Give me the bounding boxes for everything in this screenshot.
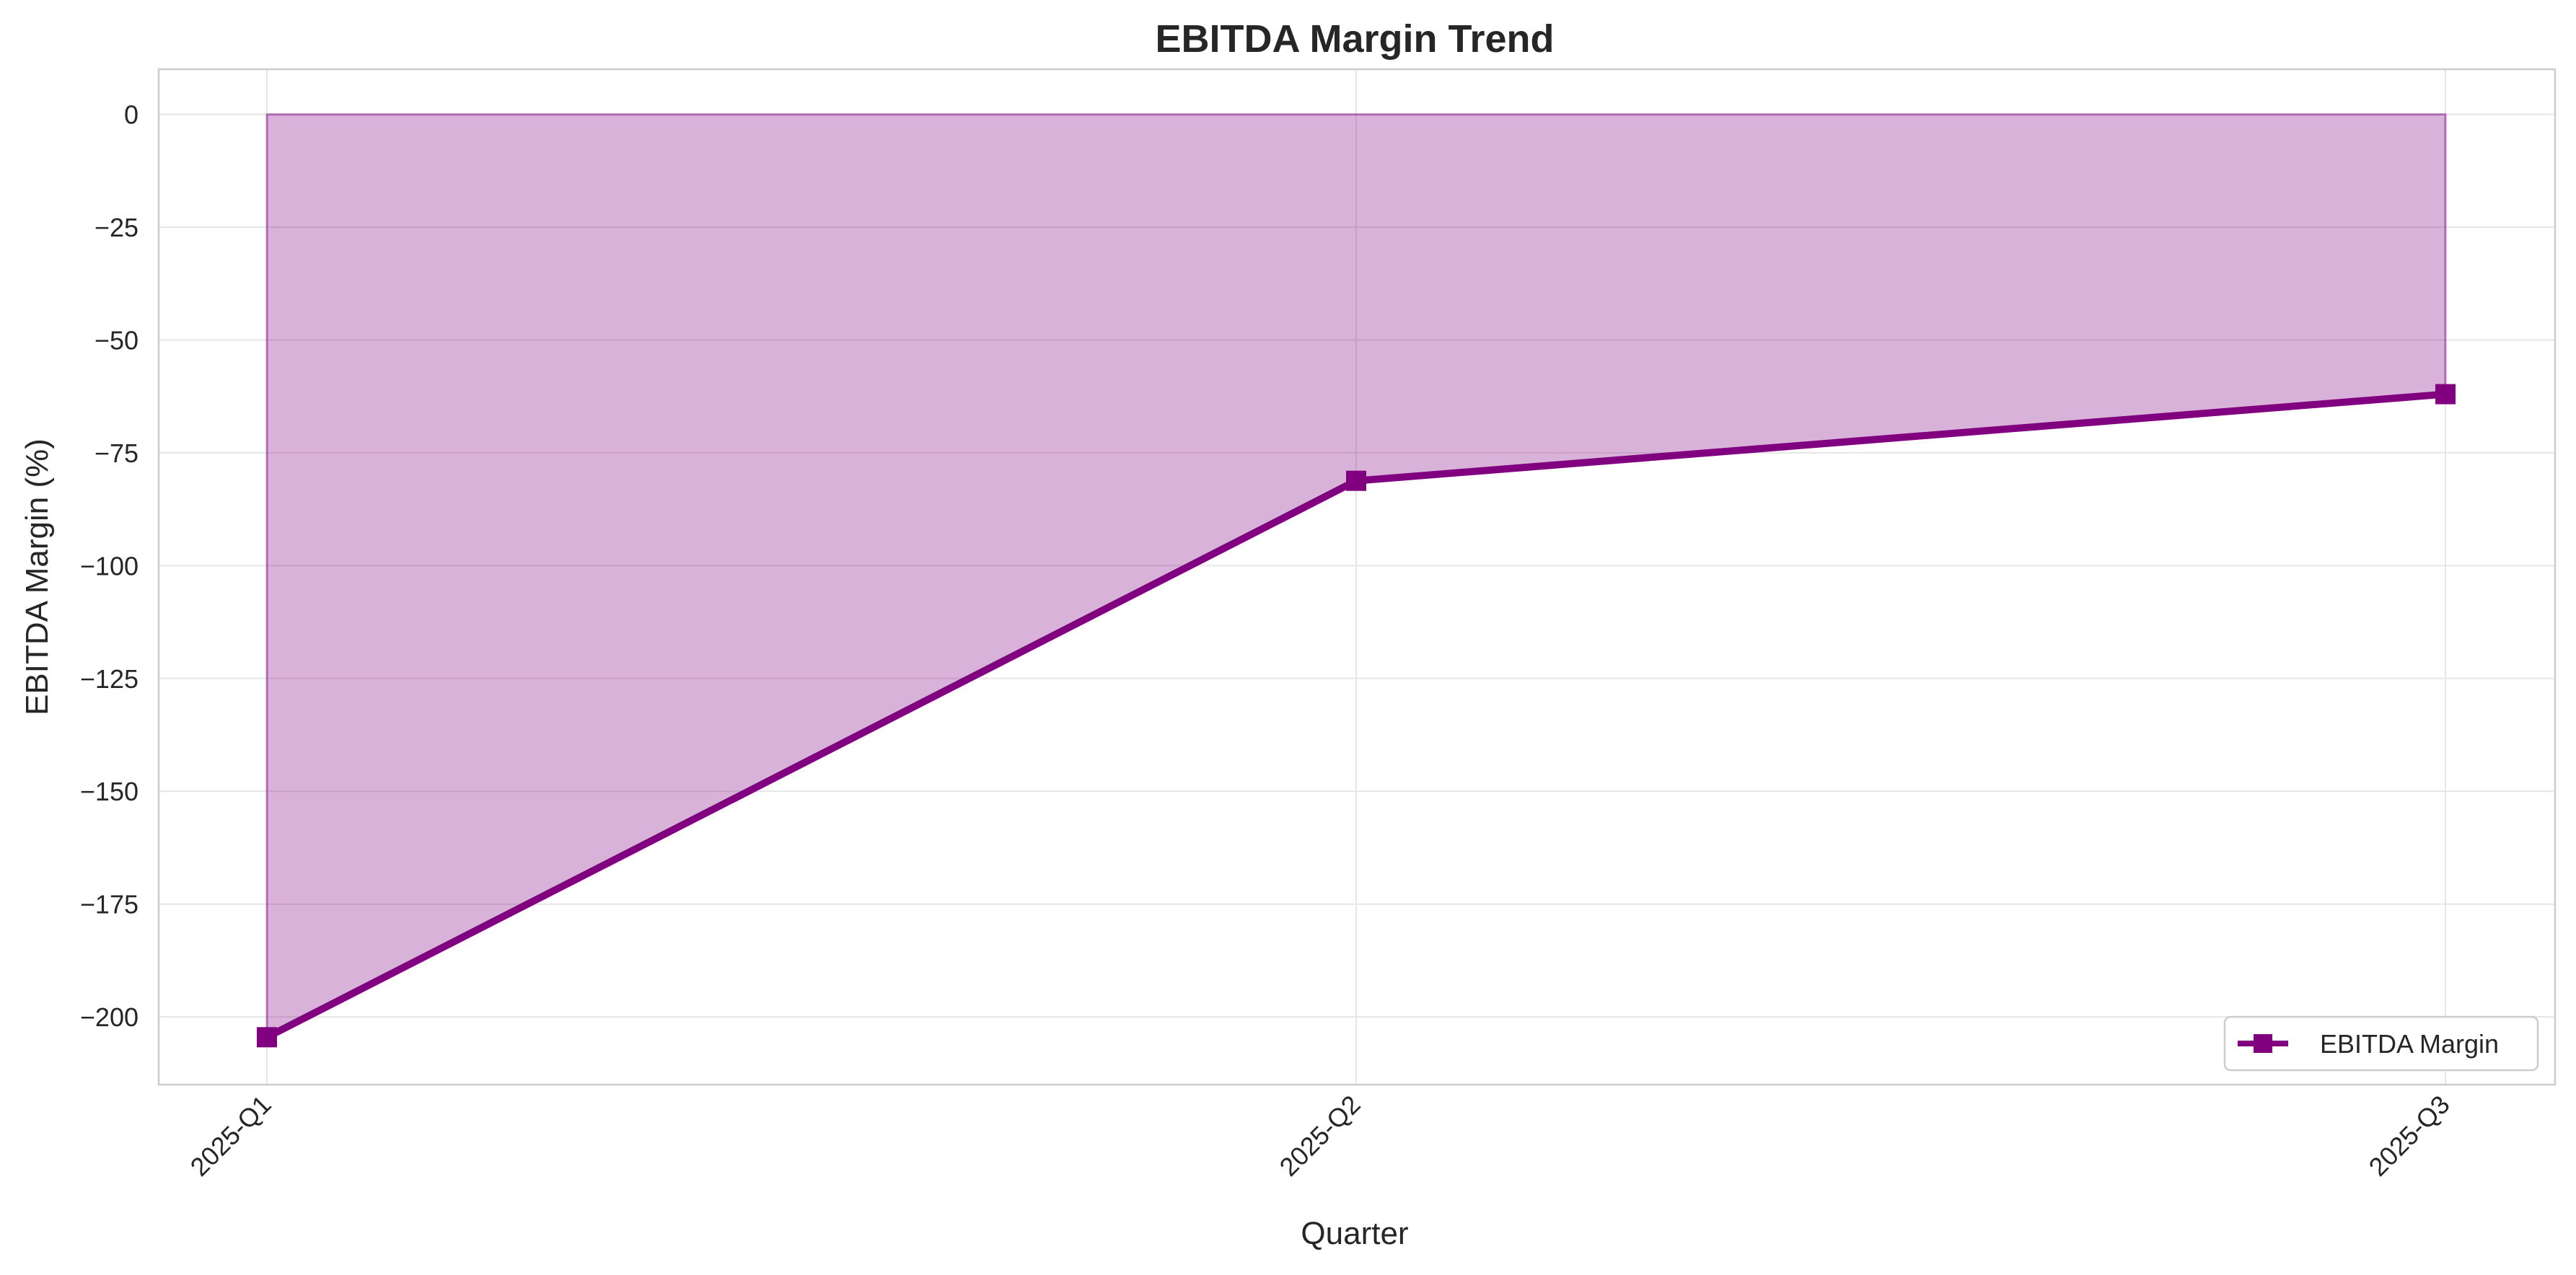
y-tick-label: −125 [80,664,139,694]
x-axis-label: Quarter [1301,1216,1408,1251]
x-axis-ticks: 2025-Q1 2025-Q2 2025-Q3 [185,1090,2456,1182]
x-tick-label: 2025-Q3 [2363,1090,2456,1182]
data-point-marker [257,1027,277,1048]
chart-title: EBITDA Margin Trend [1155,17,1554,61]
y-axis-ticks: 0 −25 −50 −75 −100 −125 −150 −175 −200 [80,100,139,1033]
legend-box [2223,1015,2539,1072]
y-tick-label: −25 [94,213,139,242]
x-tick-label: 2025-Q2 [1274,1090,1366,1182]
y-tick-label: −200 [80,1002,139,1032]
y-tick-label: −75 [94,438,139,468]
y-tick-label: 0 [124,100,139,130]
legend-marker-swatch [2254,1034,2272,1053]
series-markers [257,384,2456,1048]
y-tick-label: −100 [80,551,139,581]
y-tick-label: −50 [94,325,139,355]
plot-frame [157,68,2557,1086]
data-point-marker [2435,384,2456,405]
y-tick-label: −150 [80,777,139,806]
data-point-marker [1346,470,1366,491]
legend: EBITDA Margin [2223,1015,2539,1072]
y-tick-label: −175 [80,890,139,919]
x-tick-label: 2025-Q1 [185,1090,277,1182]
grid [159,69,2555,1085]
legend-label: EBITDA Margin [2320,1029,2499,1059]
y-axis-label: EBITDA Margin (%) [19,438,55,715]
